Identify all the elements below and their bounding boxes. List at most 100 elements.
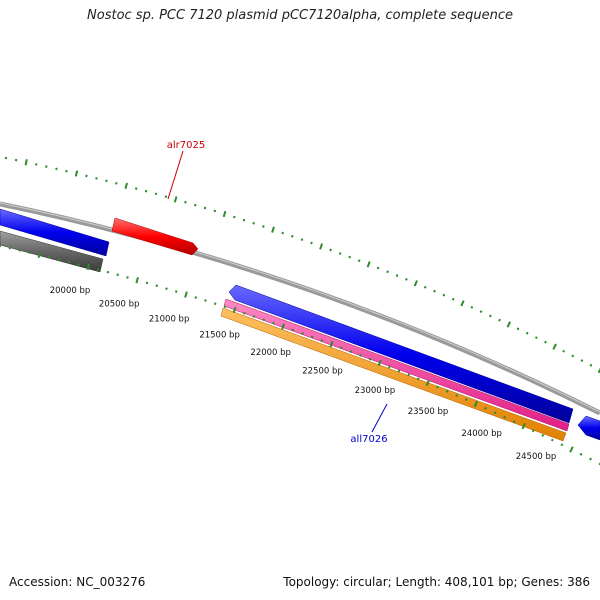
inner-tick-major bbox=[184, 291, 188, 298]
inner-tick-minor bbox=[194, 296, 198, 299]
gene-all7026-arrow[interactable] bbox=[228, 284, 574, 424]
outer-tick-minor bbox=[213, 209, 217, 213]
outer-tick-major bbox=[413, 280, 418, 287]
outer-tick-minor bbox=[451, 297, 455, 301]
outer-tick-minor bbox=[164, 195, 168, 198]
gene-feature-orange[interactable] bbox=[220, 307, 567, 442]
gene-label-alr7025[interactable]: alr7025 bbox=[167, 140, 205, 151]
outer-tick-minor bbox=[423, 285, 427, 289]
inner-tick-minor bbox=[262, 318, 266, 322]
inner-tick-minor bbox=[503, 415, 506, 419]
gene-feature-pink[interactable] bbox=[223, 298, 570, 432]
gene-feature-blue-right[interactable] bbox=[577, 415, 600, 441]
outer-tick-minor bbox=[184, 200, 187, 204]
outer-tick-major bbox=[552, 343, 557, 350]
inner-tick-minor bbox=[436, 385, 439, 389]
outer-tick-major bbox=[506, 321, 512, 328]
gene-all7026-leader bbox=[371, 403, 388, 433]
outer-tick-minor bbox=[281, 231, 284, 235]
outer-tick-minor bbox=[310, 241, 313, 245]
outer-tick-minor bbox=[65, 169, 68, 173]
outer-tick-ring bbox=[4, 156, 600, 374]
outer-tick-minor bbox=[262, 225, 265, 228]
inner-tick-minor bbox=[8, 246, 12, 250]
inner-tick-minor bbox=[531, 429, 535, 433]
outer-tick-minor bbox=[55, 167, 58, 171]
inner-tick-minor bbox=[57, 258, 61, 261]
outer-tick-minor bbox=[525, 331, 529, 335]
inner-tick-major bbox=[569, 446, 574, 453]
scale-label: 23000 bp bbox=[355, 386, 396, 396]
inner-tick-minor bbox=[272, 321, 275, 325]
inner-tick-minor bbox=[349, 350, 353, 354]
outer-tick-major bbox=[460, 300, 465, 307]
outer-tick-major bbox=[319, 243, 324, 250]
inner-tick-major bbox=[473, 400, 479, 408]
outer-tick-minor bbox=[544, 340, 547, 344]
inner-tick-minor bbox=[28, 251, 31, 254]
outer-tick-major bbox=[222, 210, 227, 218]
inner-tick-minor bbox=[213, 302, 217, 305]
accession-text: Accession: NC_003276 bbox=[9, 575, 146, 589]
inner-tick-minor bbox=[512, 420, 516, 424]
scale-label: 22500 bp bbox=[302, 366, 343, 376]
outer-tick-minor bbox=[433, 289, 436, 293]
inner-tick-minor bbox=[416, 377, 420, 381]
gene-alr7025-leader bbox=[167, 150, 184, 200]
scale-label: 20000 bp bbox=[50, 286, 91, 296]
inner-tick-minor bbox=[77, 263, 80, 266]
inner-tick-minor bbox=[339, 346, 343, 350]
scale-label: 24500 bp bbox=[516, 452, 557, 462]
inner-tick-minor bbox=[407, 373, 411, 377]
inner-tick-minor bbox=[204, 299, 207, 302]
inner-tick-minor bbox=[252, 315, 256, 318]
inner-tick-minor bbox=[165, 287, 168, 290]
outer-tick-minor bbox=[376, 266, 380, 270]
inner-tick-minor bbox=[455, 394, 459, 397]
outer-tick-minor bbox=[85, 174, 88, 178]
outer-tick-minor bbox=[395, 274, 399, 277]
outer-tick-minor bbox=[134, 187, 138, 190]
inner-tick-major bbox=[37, 251, 41, 259]
inner-tick-minor bbox=[67, 260, 70, 264]
outer-tick-minor bbox=[252, 221, 255, 225]
inner-tick-minor bbox=[359, 354, 362, 357]
outer-tick-minor bbox=[115, 182, 118, 185]
gene-feature-gray-left[interactable] bbox=[0, 230, 104, 273]
outer-tick-minor bbox=[534, 336, 538, 340]
outer-tick-major bbox=[74, 170, 79, 177]
gene-feature-blue-left[interactable] bbox=[0, 208, 110, 257]
outer-tick-minor bbox=[105, 179, 108, 183]
inner-tick-minor bbox=[560, 443, 564, 447]
map-title: Nostoc sp. PCC 7120 plasmid pCC7120alpha… bbox=[87, 8, 513, 23]
inner-tick-minor bbox=[397, 369, 401, 373]
inner-tick-minor bbox=[388, 365, 391, 369]
outer-tick-minor bbox=[488, 314, 492, 318]
outer-tick-minor bbox=[193, 203, 197, 207]
outer-tick-major bbox=[24, 159, 28, 166]
inner-tick-minor bbox=[174, 290, 178, 293]
gene-label-all7026[interactable]: all7026 bbox=[350, 434, 387, 445]
scale-label: 20500 bp bbox=[99, 300, 140, 310]
inner-tick-minor bbox=[368, 357, 372, 361]
outer-tick-minor bbox=[470, 305, 474, 309]
outer-tick-minor bbox=[348, 255, 352, 259]
inner-tick-minor bbox=[301, 332, 304, 335]
inner-tick-minor bbox=[243, 311, 246, 315]
outer-tick-minor bbox=[95, 177, 98, 180]
inner-tick-minor bbox=[589, 457, 592, 461]
inner-tick-minor bbox=[464, 398, 468, 402]
outer-tick-major bbox=[597, 367, 600, 374]
outer-tick-minor bbox=[479, 310, 483, 314]
inner-tick-minor bbox=[145, 281, 149, 285]
outer-tick-minor bbox=[516, 327, 520, 331]
inner-tick-minor bbox=[320, 339, 324, 343]
inner-tick-minor bbox=[96, 268, 100, 271]
inner-tick-minor bbox=[116, 273, 119, 277]
inner-tick-major bbox=[232, 306, 237, 314]
inner-tick-minor bbox=[155, 284, 159, 288]
inner-tick-minor bbox=[445, 389, 449, 393]
outer-tick-minor bbox=[338, 252, 342, 255]
gene-alr7025-arrow[interactable] bbox=[111, 217, 199, 256]
outer-tick-major bbox=[124, 182, 128, 190]
